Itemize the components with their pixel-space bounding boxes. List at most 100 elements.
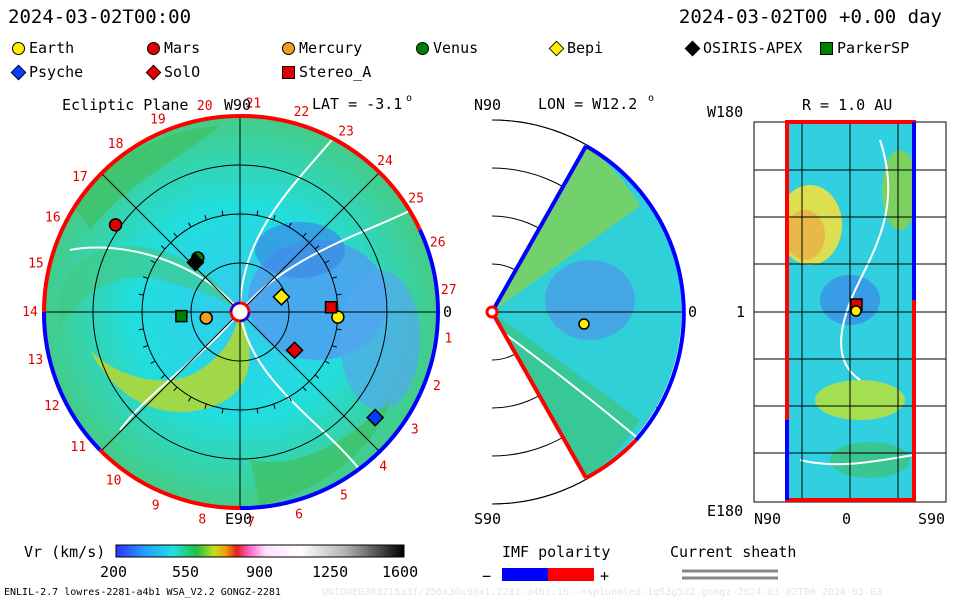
ecliptic-bottom-label: E90 (225, 510, 253, 528)
meridional-bottom-label: S90 (474, 510, 502, 528)
colorbar-tick-550: 550 (172, 563, 200, 581)
legend-item-parkersp: ParkerSP (820, 39, 909, 57)
carrington-label: 18 (108, 137, 124, 152)
carrington-label: 11 (71, 440, 87, 455)
shell-mid-left-label: 1 (736, 303, 746, 321)
carrington-label: 6 (295, 508, 303, 523)
carrington-label: 19 (150, 113, 166, 128)
imf-plus-label: + (600, 567, 610, 585)
solo-marker (285, 341, 304, 360)
carrington-label: 3 (411, 422, 419, 437)
earth-marker-shell (850, 305, 862, 317)
shell-top-left-label: W180 (707, 103, 744, 121)
legend-label: Psyche (29, 63, 84, 81)
circle-marker-icon (12, 41, 25, 55)
shell-x-label-zero: 0 (842, 510, 852, 528)
mercury-marker (199, 311, 213, 325)
stereo-a-marker (324, 300, 338, 314)
run-time-label: 2024-03-02T00:00 (8, 6, 192, 28)
carrington-label: 17 (72, 170, 88, 185)
circle-marker-icon (147, 41, 160, 55)
legend-item-solo: SolO (145, 63, 201, 81)
colorbar-tick-200: 200 (100, 563, 128, 581)
latitude-label: LAT = -3.1 (312, 95, 403, 113)
legend-label: Mars (164, 39, 201, 57)
imf-negative-swatch (502, 568, 548, 581)
velocity-colorbar (115, 544, 405, 558)
ecliptic-top-label: W90 (224, 96, 252, 114)
elapsed-time-label: 2024-03-02T00 +0.00 day (678, 6, 942, 28)
legend-item-earth: Earth (12, 39, 74, 57)
ecliptic-right-label: 0 (443, 303, 453, 321)
colorbar-tick-1250: 1250 (312, 563, 349, 581)
shell-x-label-south: S90 (918, 510, 946, 528)
legend-label: Mercury (299, 39, 363, 57)
carrington-label: 4 (379, 460, 387, 475)
carrington-label: 20 (197, 99, 213, 114)
colorbar-tick-900: 900 (246, 563, 274, 581)
mars-marker (108, 218, 123, 232)
square-marker-icon (820, 41, 833, 55)
colorbar-tick-1600: 1600 (382, 563, 419, 581)
circle-marker-icon (282, 41, 295, 55)
legend-item-bepi: Bepi (548, 39, 604, 57)
ecliptic-body-markers (108, 218, 385, 427)
legend-label: Stereo_A (299, 63, 372, 81)
carrington-label: 8 (198, 513, 206, 528)
carrington-label: 7 (247, 516, 255, 531)
square-marker-icon (282, 65, 295, 79)
imf-minus-label: − (482, 567, 492, 585)
carrington-label: 5 (340, 488, 348, 503)
meridional-top-label: N90 (474, 96, 502, 114)
shell-panel (753, 120, 947, 503)
carrington-label: 27 (441, 283, 457, 298)
legend-item-psyche: Psyche (10, 63, 84, 81)
meridional-right-label: 0 (688, 303, 698, 321)
psyche-marker (366, 408, 385, 427)
carrington-label: 10 (106, 474, 122, 489)
earth-marker (331, 310, 345, 324)
degree-sign: o (406, 93, 413, 104)
bepi-marker (272, 287, 291, 306)
carrington-label: 12 (44, 399, 60, 414)
carrington-label: 13 (28, 353, 44, 368)
carrington-label: 23 (338, 125, 354, 140)
carrington-label: 15 (28, 256, 44, 271)
carrington-label: 24 (377, 154, 393, 169)
legend-item-stereo-a: Stereo_A (282, 63, 371, 81)
meridional-plane-panel (485, 119, 686, 505)
shell-bottom-left-label: E180 (707, 502, 744, 520)
carrington-label: 22 (294, 105, 310, 120)
legend-label: OSIRIS-APEX (703, 39, 803, 57)
carrington-label: 26 (430, 235, 446, 250)
run-id-footer: UNIQUE0303215a3f/256x30x90x1.2281-a4b1.1… (322, 587, 882, 598)
legend-item-mercury: Mercury (282, 39, 362, 57)
ecliptic-title: Ecliptic Plane (62, 96, 189, 114)
carrington-label: 1 (445, 332, 453, 347)
longitude-label: LON = W12.2 (538, 95, 638, 113)
shell-radius-label: R = 1.0 AU (802, 96, 893, 114)
imf-positive-swatch (548, 568, 594, 581)
imf-polarity-label: IMF polarity (502, 543, 611, 561)
carrington-label: 14 (22, 305, 38, 320)
legend-item-osiris-apex: OSIRIS-APEX (684, 39, 803, 57)
model-info-footer: ENLIL-2.7 lowres-2281-a4b1 WSA_V2.2 GONG… (4, 587, 281, 598)
legend-label: Venus (433, 39, 479, 57)
carrington-label: 9 (152, 498, 160, 513)
carrington-label: 21 (246, 96, 262, 111)
legend-label: SolO (164, 63, 201, 81)
legend-item-venus: Venus (416, 39, 478, 57)
parkersp-marker (175, 309, 188, 323)
carrington-label: 25 (408, 192, 424, 207)
colorbar-label: Vr (km/s) (24, 543, 106, 561)
degree-sign-lon: o (648, 93, 655, 104)
circle-marker-icon (416, 41, 429, 55)
current-sheath-label: Current sheath (670, 543, 797, 561)
legend-label: Earth (29, 39, 75, 57)
carrington-label: 16 (45, 211, 61, 226)
shell-x-label-north: N90 (754, 510, 782, 528)
legend-label: Bepi (567, 39, 604, 57)
carrington-label: 2 (433, 379, 441, 394)
